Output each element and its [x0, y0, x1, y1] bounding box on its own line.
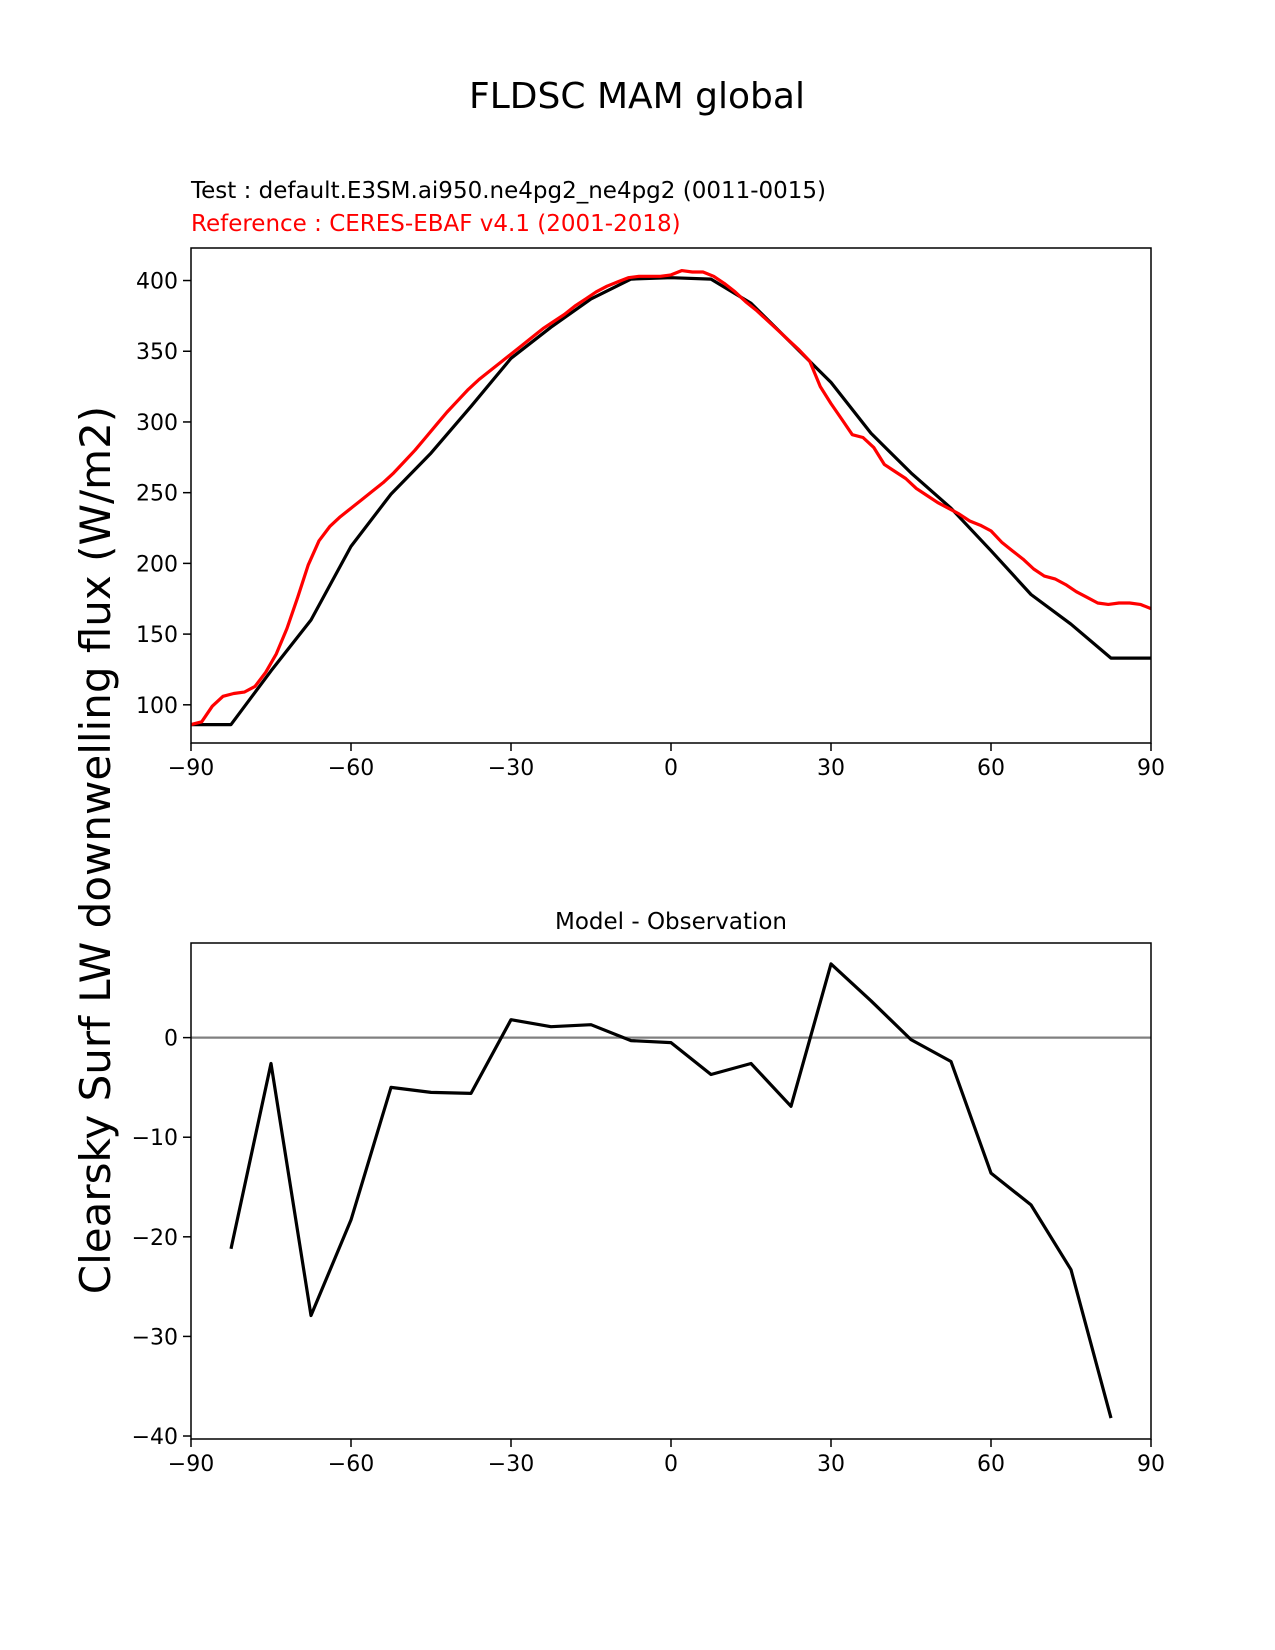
bottom-series-model-observation-line	[229, 962, 1113, 1419]
top-y-tick-label: 400	[136, 270, 178, 295]
top-y-tick-label: 150	[136, 623, 178, 648]
top-series-reference-line	[190, 269, 1152, 727]
y-axis-label: Clearsky Surf LW downwelling flux (W/m2)	[71, 406, 120, 1294]
top-y-tick-label: 100	[136, 694, 178, 719]
bottom-plot-frame	[190, 942, 1152, 1440]
bottom-x-tick-label: 90	[1137, 1452, 1165, 1477]
top-x-tick-label: −30	[488, 756, 534, 781]
bottom-x-tick-label: 30	[817, 1452, 845, 1477]
bottom-series-group	[191, 962, 1151, 1419]
top-line-chart: −90 −60 −30 0 30 60 90 100 150 200 250 300 350 400	[136, 247, 1165, 781]
top-x-tick-label: −90	[168, 756, 214, 781]
bottom-x-tick-label: 60	[977, 1452, 1005, 1477]
figure-title: FLDSC MAM global	[469, 76, 805, 117]
top-series-group	[190, 269, 1152, 727]
bottom-y-tick-label: −40	[132, 1425, 178, 1450]
bottom-line-chart: −90 −60 −30 0 30 60 90 −40 −30 −20 −10 0	[132, 942, 1165, 1477]
reference-label: Reference : CERES-EBAF v4.1 (2001-2018)	[191, 211, 681, 237]
top-y-tick-label: 200	[136, 552, 178, 577]
bottom-x-tick-label: −60	[328, 1452, 374, 1477]
bottom-y-tick-label: −30	[132, 1325, 178, 1350]
test-label: Test : default.E3SM.ai950.ne4pg2_ne4pg2 …	[190, 178, 826, 204]
bottom-x-tick-label: −30	[488, 1452, 534, 1477]
top-axis-ticks: −90 −60 −30 0 30 60 90 100 150 200 250 300 350 400	[136, 270, 1165, 781]
bottom-y-tick-label: 0	[164, 1027, 178, 1052]
bottom-chart-title: Model - Observation	[555, 909, 787, 935]
top-x-tick-label: 30	[817, 756, 845, 781]
top-series-test-line	[191, 276, 1151, 727]
top-x-tick-label: 60	[977, 756, 1005, 781]
top-y-tick-label: 350	[136, 340, 178, 365]
bottom-y-tick-label: −20	[132, 1226, 178, 1251]
top-y-tick-label: 250	[136, 482, 178, 507]
bottom-y-tick-label: −10	[132, 1126, 178, 1151]
top-y-tick-label: 300	[136, 411, 178, 436]
bottom-axis-ticks: −90 −60 −30 0 30 60 90 −40 −30 −20 −10 0	[132, 1027, 1165, 1477]
top-x-tick-label: 0	[664, 756, 678, 781]
top-plot-frame	[190, 247, 1152, 744]
bottom-x-tick-label: −90	[168, 1452, 214, 1477]
bottom-x-tick-label: 0	[664, 1452, 678, 1477]
top-x-tick-label: −60	[328, 756, 374, 781]
top-x-tick-label: 90	[1137, 756, 1165, 781]
